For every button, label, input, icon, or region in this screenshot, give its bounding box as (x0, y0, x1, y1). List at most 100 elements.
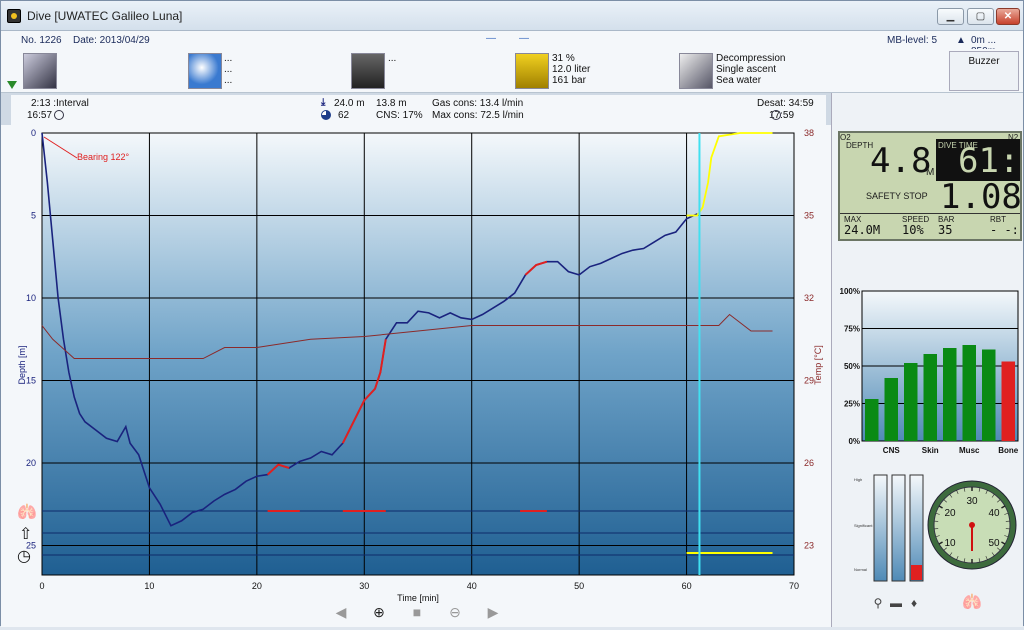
y2-tick-label: 35 (804, 211, 814, 221)
right-panel: O2 N2 DEPTH 4.8 M DIVE TIME 61: SAFETY S… (831, 93, 1023, 627)
stop-button[interactable]: ■ (413, 604, 421, 620)
bar-category-label: CNS (883, 446, 901, 455)
plot-area (42, 133, 794, 575)
computer-icon: ▬ (890, 596, 902, 610)
bar-category-label: Bone (998, 446, 1019, 455)
tank-icon[interactable] (515, 53, 549, 89)
start-time: 16:57 (27, 110, 52, 121)
bar-category-label: Skin (922, 446, 939, 455)
gauge-hub (969, 522, 975, 528)
risk-bar-fill (911, 565, 922, 580)
bubble-icon: ⚲ (874, 596, 883, 610)
info-bar: No. 1226 Date: 2013/04/29 — — MB-level: … (1, 31, 1023, 49)
y-tick-label: 20 (26, 458, 36, 468)
minimize-button[interactable]: ▁ (937, 8, 964, 25)
heart-icon: ♦ (911, 596, 917, 610)
divider-mark: — (519, 33, 529, 44)
stats-bar: 2:13 :Interval 16:57 ⤓ 24.0 m 13.8 m 62 … (11, 95, 826, 125)
y2-tick-label: 23 (804, 541, 814, 551)
close-button[interactable]: ✕ (996, 8, 1020, 25)
x-tick-label: 50 (574, 581, 584, 591)
clock-icon (771, 110, 781, 120)
bar-tick-label: 0% (848, 437, 860, 446)
next-button[interactable]: ▶ (488, 604, 499, 620)
app-icon (7, 9, 21, 23)
x-tick-label: 40 (467, 581, 477, 591)
buzzer-button[interactable]: Buzzer (949, 51, 1019, 91)
computer-lcd: O2 N2 DEPTH 4.8 M DIVE TIME 61: SAFETY S… (838, 131, 1022, 241)
lungs-icon: 🫁 (17, 503, 37, 521)
expand-triangle-icon[interactable] (7, 81, 17, 89)
dive-date: Date: 2013/04/29 (73, 35, 150, 46)
lungs-icon: 🫁 (962, 593, 982, 611)
dive-number: No. 1226 (21, 35, 62, 46)
title-bar: Dive [UWATEC Galileo Luna] ▁ ▢ ✕ (1, 1, 1023, 31)
bar-tick-label: 75% (844, 325, 860, 334)
tissue-bar (963, 345, 977, 441)
avg-depth: 13.8 m (376, 98, 407, 109)
divider-mark: — (486, 33, 496, 44)
tissue-bar (865, 399, 879, 441)
gauge-label: 40 (988, 508, 1000, 519)
window-title: Dive [UWATEC Galileo Luna] (27, 9, 182, 23)
interval: 2:13 :Interval (31, 98, 89, 109)
weather-icon[interactable] (188, 53, 222, 89)
bar-tick-label: 25% (844, 400, 860, 409)
risk-label: Significant (854, 523, 873, 528)
risk-label: High (854, 477, 862, 482)
tissue-bar (885, 378, 899, 441)
tissue-bar (904, 363, 918, 441)
ascent-icon: ⇧ (19, 526, 32, 543)
y2-tick-label: 32 (804, 293, 814, 303)
x-tick-label: 0 (39, 581, 44, 591)
divers-photo[interactable] (23, 53, 57, 89)
max-consumption: Max cons: 72.5 l/min (432, 110, 524, 121)
max-depth-icon: ⤓ (321, 97, 325, 108)
maximize-button[interactable]: ▢ (967, 8, 994, 25)
x-axis-label: Time [min] (397, 593, 439, 603)
risk-bar (874, 475, 887, 581)
tissue-bar (943, 348, 957, 441)
clock-icon: ◷ (17, 548, 31, 565)
x-tick-label: 20 (252, 581, 262, 591)
y-axis-label: Depth [m] (17, 345, 27, 384)
prev-button[interactable]: ◀ (336, 604, 347, 620)
bar-tick-label: 50% (844, 362, 860, 371)
zoom-out-button[interactable]: ⊖ (449, 604, 461, 620)
x-tick-label: 30 (359, 581, 369, 591)
y-tick-label: 15 (26, 376, 36, 386)
tissue-bar (982, 350, 996, 442)
gas-consumption: Gas cons: 13.4 l/min (432, 98, 523, 109)
x-tick-label: 70 (789, 581, 799, 591)
lcd-safety-stop: 1.08 (940, 177, 1022, 217)
x-tick-label: 60 (682, 581, 692, 591)
desat-time: Desat: 34:59 (757, 98, 814, 109)
lcd-divetime: 61: (958, 141, 1019, 181)
dive-profile-icon[interactable] (679, 53, 713, 89)
camera-text: ... (388, 53, 396, 64)
gauge-label: 30 (966, 496, 978, 507)
risk-label: Normal (854, 567, 867, 572)
risk-bar (892, 475, 905, 581)
camera-icon[interactable] (351, 53, 385, 89)
percent-value: 62 (338, 110, 349, 121)
zoom-in-button[interactable]: ⊕ (373, 604, 385, 620)
gauge-label: 10 (944, 538, 956, 549)
y-tick-label: 5 (31, 211, 36, 221)
y2-tick-label: 26 (804, 458, 814, 468)
gauge-label: 20 (944, 508, 956, 519)
y-tick-label: 0 (31, 128, 36, 138)
bar-category-label: Musc (959, 446, 980, 455)
tissue-bar (1002, 362, 1016, 442)
bar-tick-label: 100% (840, 287, 860, 296)
end-time: 17:59 (769, 110, 794, 121)
y2-tick-label: 38 (804, 128, 814, 138)
max-depth: 24.0 m (334, 98, 365, 109)
tissue-bar-chart: 100% 75% 50% 25% 0% CNS Skin Musc Bone (834, 283, 1022, 457)
